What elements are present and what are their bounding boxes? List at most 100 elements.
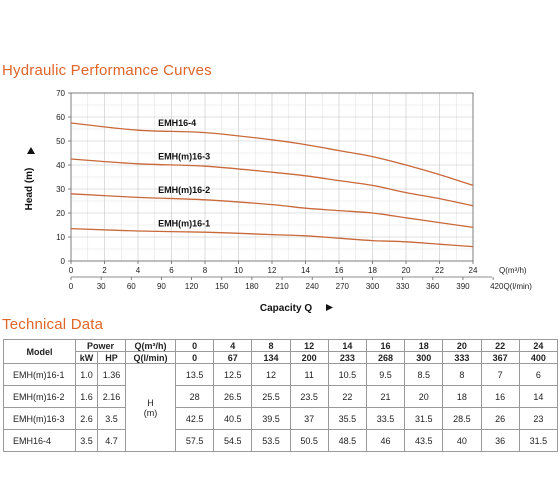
y-tick-label: 50 — [56, 137, 65, 146]
x-tick-label: 14 — [301, 266, 310, 275]
table-row: EMH16-4 3.5 4.7 57.5 54.5 53.5 50.5 48.5… — [3, 429, 559, 452]
x2-tick-label: 0 — [69, 282, 74, 291]
chart-curves — [70, 122, 474, 248]
x2-tick-label: 330 — [396, 282, 410, 291]
head-value-cell: 33.5 — [365, 407, 406, 430]
q-m3h-cell: 14 — [327, 339, 367, 352]
q-lmin-cell: 333 — [442, 351, 482, 364]
x-tick-label: 4 — [136, 266, 141, 275]
header-q-m3h: Q(m³/h) — [125, 339, 177, 352]
x-tick-label: 24 — [469, 266, 478, 275]
q-m3h-cell: 0 — [175, 339, 215, 352]
head-label: H — [147, 397, 154, 408]
q-m3h-cell: 8 — [251, 339, 291, 352]
curve-line-3 — [70, 193, 474, 229]
q-lmin-cell: 300 — [404, 351, 444, 364]
head-value-cell: 22 — [327, 385, 367, 408]
y-tick-label: 70 — [56, 89, 65, 98]
x2-unit-label: 420Q(l/min) — [490, 282, 532, 291]
kw-cell: 2.6 — [75, 407, 98, 430]
head-value-cell: 36 — [480, 429, 520, 452]
kw-cell: 1.0 — [75, 363, 98, 386]
head-value-cell: 31.5 — [518, 429, 559, 452]
head-value-cell: 26.5 — [213, 385, 253, 408]
y-tick-label: 10 — [56, 233, 65, 242]
model-cell: EMH(m)16-1 — [3, 363, 76, 386]
head-value-cell: 25.5 — [251, 385, 291, 408]
x-tick-label: 16 — [335, 266, 344, 275]
head-value-cell: 42.5 — [175, 407, 215, 430]
head-value-cell: 31.5 — [404, 407, 444, 430]
q-lmin-cell: 233 — [327, 351, 367, 364]
x2-tick-label: 120 — [185, 282, 199, 291]
head-value-cell: 12 — [251, 363, 291, 386]
head-value-cell: 21 — [365, 385, 406, 408]
header-q-lmin: Q(l/min) — [125, 351, 177, 364]
head-value-cell: 53.5 — [251, 429, 291, 452]
head-value-cell: 8 — [442, 363, 482, 386]
x2-tick-label: 30 — [97, 282, 106, 291]
head-value-cell: 9.5 — [365, 363, 406, 386]
x-tick-label: 10 — [234, 266, 243, 275]
kw-cell: 1.6 — [75, 385, 98, 408]
head-value-cell: 46 — [365, 429, 406, 452]
series-label: EMH(m)16-3 — [158, 152, 210, 162]
head-value-cell: 48.5 — [327, 429, 367, 452]
head-value-cell: 40.5 — [213, 407, 253, 430]
chart-title: Hydraulic Performance Curves — [2, 62, 212, 79]
head-value-cell: 39.5 — [251, 407, 291, 430]
x2-tick-label: 150 — [215, 282, 229, 291]
x2-tick-label: 390 — [456, 282, 470, 291]
curve-line-4 — [70, 227, 474, 248]
head-value-cell: 7 — [480, 363, 520, 386]
head-value-cell: 20 — [404, 385, 444, 408]
header-kw: kW — [75, 351, 98, 364]
header-power: Power — [74, 339, 127, 352]
kw-cell: 3.5 — [75, 429, 98, 452]
q-lmin-cell: 268 — [365, 351, 406, 364]
hp-cell: 2.16 — [96, 385, 127, 408]
hp-cell: 3.5 — [96, 407, 127, 430]
arrow-right-icon — [326, 304, 333, 311]
x-tick-label: 12 — [268, 266, 277, 275]
q-m3h-cell: 24 — [518, 339, 559, 352]
q-m3h-cell: 22 — [480, 339, 520, 352]
head-value-cell: 14 — [518, 385, 559, 408]
y-tick-label: 40 — [56, 161, 65, 170]
x-tick-label: 0 — [69, 266, 74, 275]
head-value-cell: 6 — [518, 363, 559, 386]
q-lmin-cell: 200 — [289, 351, 329, 364]
arrow-up-icon — [27, 147, 35, 154]
x-tick-label: 20 — [402, 266, 411, 275]
head-value-cell: 40 — [442, 429, 482, 452]
head-value-cell: 8.5 — [404, 363, 444, 386]
hp-cell: 1.36 — [96, 363, 127, 386]
q-m3h-cell: 4 — [213, 339, 253, 352]
header-model: Model — [3, 339, 76, 364]
head-value-cell: 43.5 — [404, 429, 444, 452]
series-label: EMH(m)16-2 — [158, 185, 210, 195]
y-tick-label: 20 — [56, 209, 65, 218]
head-unit: (m) — [143, 407, 158, 418]
series-label: EMH16-4 — [158, 118, 196, 128]
table-header-row-2: kW HP Q(l/min) 0 67 134 200 233 268 300 … — [4, 351, 559, 364]
x-axis-label: Capacity Q — [260, 303, 312, 314]
head-value-cell: 37 — [289, 407, 329, 430]
q-m3h-cell: 12 — [289, 339, 329, 352]
x2-tick-label: 60 — [127, 282, 136, 291]
head-label-cell: H (m) — [125, 363, 177, 452]
head-value-cell: 13.5 — [175, 363, 215, 386]
chart-grid — [70, 92, 474, 262]
head-value-cell: 16 — [480, 385, 520, 408]
model-cell: EMH16-4 — [3, 429, 76, 452]
x-unit-label: Q(m³/h) — [499, 266, 527, 275]
head-value-cell: 54.5 — [213, 429, 253, 452]
series-label: EMH(m)16-1 — [158, 218, 210, 228]
head-value-cell: 28.5 — [442, 407, 482, 430]
curve-line-1 — [70, 122, 474, 187]
model-cell: EMH(m)16-2 — [3, 385, 76, 408]
head-value-cell: 50.5 — [289, 429, 329, 452]
table-row: EMH(m)16-3 2.6 3.5 42.5 40.5 39.5 37 35.… — [3, 407, 559, 430]
